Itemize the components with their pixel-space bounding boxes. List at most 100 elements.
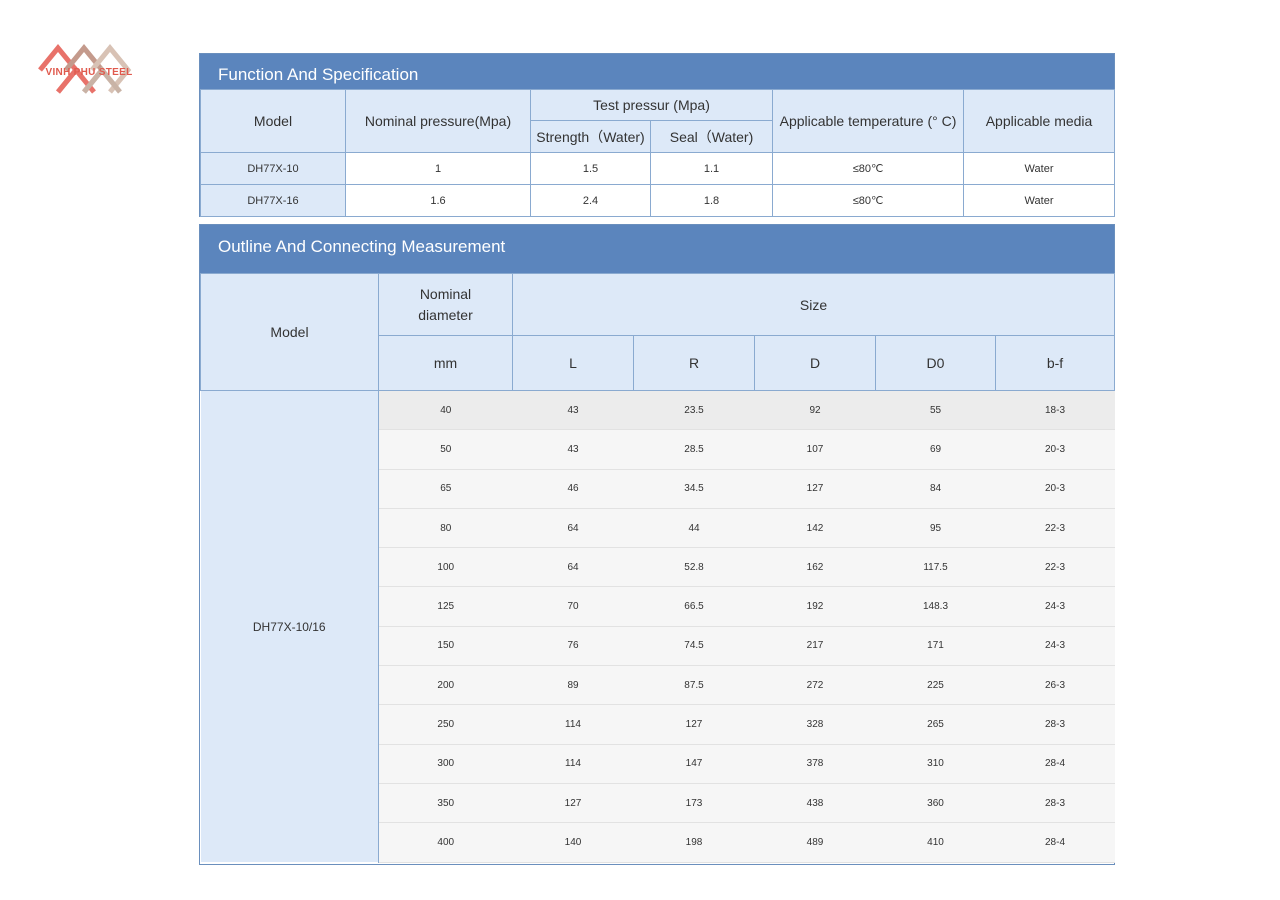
outline-cell-bf: 22-3 (995, 547, 1115, 588)
outline-header-D: D (754, 335, 876, 391)
outline-section: Outline And Connecting Measurement Model… (199, 224, 1116, 865)
table-row: 400 140 198 489 410 28-4 (201, 822, 1115, 863)
outline-cell-R: 87.5 (633, 665, 755, 706)
table-row: 80 64 44 142 95 22-3 (201, 508, 1115, 549)
outline-cell-D: 438 (754, 783, 876, 824)
outline-cell-dn: 400 (378, 822, 513, 863)
logo-text: VINH PHU STEEL (45, 67, 133, 78)
spec-title: Function And Specification (200, 54, 1114, 89)
outline-cell-R: 34.5 (633, 469, 755, 509)
spec-model-cell: DH77X-16 (200, 184, 346, 217)
table-row: 150 76 74.5 217 171 24-3 (201, 626, 1115, 667)
table-row: 350 127 173 438 360 28-3 (201, 783, 1115, 824)
outline-header-bf: b-f (994, 335, 1116, 391)
outline-header-size: Size (511, 273, 1116, 336)
outline-cell-bf: 28-3 (995, 704, 1115, 745)
table-row: 50 43 28.5 107 69 20-3 (201, 429, 1115, 470)
table-row: DH77X-10 1 1.5 1.1 ≤80℃ Water (200, 152, 1116, 185)
spec-strength-cell: 2.4 (530, 184, 651, 217)
outline-cell-bf: 28-4 (995, 744, 1115, 784)
outline-cell-R: 44 (633, 508, 755, 549)
outline-cell-L: 76 (512, 626, 634, 667)
spec-header-seal: Seal（Water) (649, 120, 774, 153)
outline-cell-dn: 80 (378, 508, 513, 549)
outline-cell-dn: 50 (378, 429, 513, 470)
spec-temp-cell: ≤80℃ (772, 184, 965, 217)
table-row: 125 70 66.5 192 148.3 24-3 (201, 586, 1115, 627)
table-row: 250 114 127 328 265 28-3 (201, 704, 1115, 745)
spec-media-cell: Water (963, 184, 1116, 217)
outline-cell-dn: 65 (378, 469, 513, 509)
outline-cell-D0: 410 (875, 822, 996, 863)
spec-seal-cell: 1.1 (649, 152, 774, 185)
spec-seal-cell: 1.8 (649, 184, 774, 217)
outline-cell-R: 173 (633, 783, 755, 824)
outline-cell-R: 23.5 (633, 390, 755, 431)
outline-cell-dn: 125 (378, 586, 513, 627)
spec-nominal-cell: 1 (345, 152, 531, 185)
outline-cell-R: 52.8 (633, 547, 755, 588)
spec-header-media: Applicable media (963, 89, 1116, 153)
outline-cell-dn: 200 (378, 665, 513, 706)
outline-cell-D0: 69 (875, 429, 996, 470)
outline-cell-L: 64 (512, 508, 634, 549)
table-row: 65 46 34.5 127 84 20-3 (201, 469, 1115, 509)
outline-cell-D0: 148.3 (875, 586, 996, 627)
outline-cell-D0: 360 (875, 783, 996, 824)
outline-cell-L: 70 (512, 586, 634, 627)
outline-cell-L: 127 (512, 783, 634, 824)
outline-cell-dn: 40 (378, 390, 513, 431)
nominal-diameter-label: Nominal diameter (418, 285, 473, 323)
outline-header-D0: D0 (875, 335, 996, 391)
outline-cell-dn: 100 (378, 547, 513, 588)
outline-cell-D0: 84 (875, 469, 996, 509)
outline-cell-D: 192 (754, 586, 876, 627)
spec-temp-cell: ≤80℃ (772, 152, 965, 185)
outline-cell-D: 92 (754, 390, 876, 431)
spec-header-temperature: Applicable temperature (° C) (772, 89, 965, 153)
outline-cell-dn: 250 (378, 704, 513, 745)
spec-header-strength: Strength（Water) (530, 120, 651, 153)
outline-cell-L: 64 (512, 547, 634, 588)
outline-cell-D0: 225 (875, 665, 996, 706)
outline-cell-D0: 171 (875, 626, 996, 667)
outline-cell-L: 140 (512, 822, 634, 863)
outline-cell-D: 489 (754, 822, 876, 863)
spec-section: Function And Specification Model Nominal… (199, 53, 1116, 217)
outline-header-nominal-diameter: Nominal diameter (378, 273, 513, 336)
spec-media-cell: Water (963, 152, 1116, 185)
outline-cell-D: 162 (754, 547, 876, 588)
spec-strength-cell: 1.5 (530, 152, 651, 185)
outline-cell-D: 127 (754, 469, 876, 509)
outline-cell-bf: 20-3 (995, 429, 1115, 470)
outline-cell-R: 147 (633, 744, 755, 784)
outline-cell-L: 114 (512, 744, 634, 784)
outline-cell-bf: 24-3 (995, 626, 1115, 667)
spec-header-nominal-pressure: Nominal pressure(Mpa) (345, 89, 531, 153)
outline-cell-L: 89 (512, 665, 634, 706)
outline-cell-R: 66.5 (633, 586, 755, 627)
spec-header-model: Model (200, 89, 346, 153)
outline-cell-dn: 150 (378, 626, 513, 667)
outline-header-R: R (633, 335, 755, 391)
spec-nominal-cell: 1.6 (345, 184, 531, 217)
table-row: DH77X-10/16 40 43 23.5 92 55 18-3 (200, 390, 1115, 863)
table-row: 300 114 147 378 310 28-4 (201, 744, 1115, 784)
outline-cell-D: 142 (754, 508, 876, 549)
spec-table: Model Nominal pressure(Mpa) Test pressur… (200, 89, 1116, 217)
outline-cell-D0: 310 (875, 744, 996, 784)
outline-cell-bf: 22-3 (995, 508, 1115, 549)
outline-header-mm: mm (378, 335, 513, 391)
outline-cell-R: 28.5 (633, 429, 755, 470)
outline-cell-dn: 350 (378, 783, 513, 824)
vinh-phu-steel-logo (38, 44, 132, 94)
outline-cell-D: 328 (754, 704, 876, 745)
table-row: 200 89 87.5 272 225 26-3 (201, 665, 1115, 706)
table-row: DH77X-16 1.6 2.4 1.8 ≤80℃ Water (200, 184, 1116, 217)
outline-cell-D0: 55 (875, 390, 996, 431)
outline-model-cell: DH77X-10/16 (200, 390, 379, 863)
outline-cell-D0: 95 (875, 508, 996, 549)
outline-cell-bf: 26-3 (995, 665, 1115, 706)
outline-table: Model Nominal diameter Size mm L R D D0 … (200, 273, 1116, 863)
outline-cell-bf: 18-3 (995, 390, 1115, 431)
